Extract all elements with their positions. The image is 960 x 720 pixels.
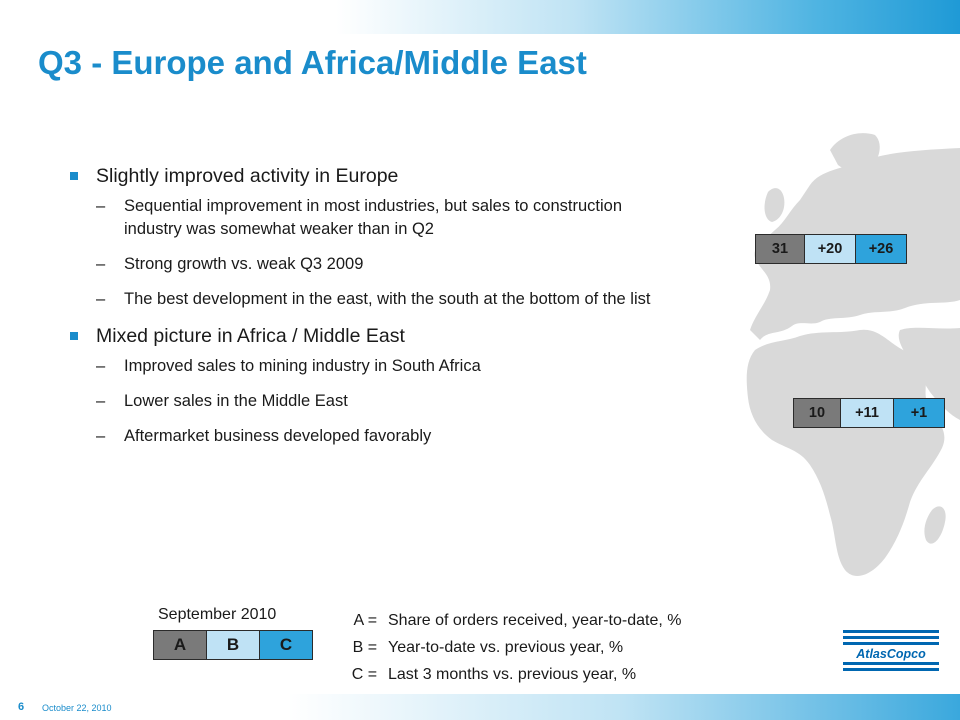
- definition-key: C =: [351, 666, 378, 683]
- slide-title: Q3 - Europe and Africa/Middle East: [38, 44, 587, 81]
- definition-text: Last 3 months vs. previous year, %: [388, 666, 637, 683]
- slide-date: October 22, 2010: [42, 703, 112, 713]
- africa-stat-c: +1: [894, 399, 944, 427]
- definition-row: A = Share of orders received, year-to-da…: [326, 610, 682, 637]
- sub-bullet-item: – Lower sales in the Middle East: [70, 390, 660, 413]
- europe-stat-box: 31 +20 +26: [755, 234, 907, 264]
- dash-marker: –: [96, 357, 106, 375]
- top-gradient-bar: [0, 0, 960, 34]
- sub-bullet-text: The best development in the east, with t…: [124, 290, 651, 308]
- africa-stat-b: +11: [841, 399, 894, 427]
- sub-bullet-text: Aftermarket business developed favorably: [124, 427, 432, 445]
- bullet-list: Slightly improved activity in Europe – S…: [70, 163, 660, 460]
- page-number: 6: [18, 701, 25, 713]
- sub-bullet-item: – Improved sales to mining industry in S…: [70, 355, 660, 378]
- sub-bullet-item: – Sequential improvement in most industr…: [70, 195, 660, 241]
- africa-landmass: [746, 329, 945, 577]
- madagascar-landmass: [924, 506, 946, 544]
- legend-box: A B C: [153, 630, 313, 660]
- middle-east-landmass: [898, 327, 960, 420]
- dash-marker: –: [96, 197, 106, 215]
- bottom-gradient-bar: [0, 694, 960, 720]
- sub-bullet-text: Strong growth vs. weak Q3 2009: [124, 255, 364, 273]
- africa-middle-east-stat-box: 10 +11 +1: [793, 398, 945, 428]
- atlas-copco-logo: AtlasCopco: [843, 630, 939, 671]
- sub-bullet-item: – Aftermarket business developed favorab…: [70, 425, 660, 448]
- africa-stat-a: 10: [794, 399, 841, 427]
- sub-bullet-item: – The best development in the east, with…: [70, 288, 660, 311]
- dash-marker: –: [96, 290, 106, 308]
- bullet-marker-icon: [70, 172, 78, 180]
- dash-marker: –: [96, 392, 106, 410]
- bullet-marker-icon: [70, 332, 78, 340]
- sub-bullet-text: Improved sales to mining industry in Sou…: [124, 357, 481, 375]
- europe-stat-c: +26: [856, 235, 906, 263]
- svg-text:AtlasCopco: AtlasCopco: [855, 647, 926, 661]
- europe-stat-b: +20: [805, 235, 856, 263]
- scandinavia-landmass: [830, 133, 880, 174]
- europe-africa-map: [746, 133, 960, 577]
- legend-definitions: A = Share of orders received, year-to-da…: [326, 610, 682, 691]
- definition-key: A =: [353, 612, 378, 629]
- legend-cell-c: C: [260, 631, 312, 659]
- definition-key: B =: [352, 639, 378, 656]
- definition-row: B = Year-to-date vs. previous year, %: [326, 637, 681, 664]
- sub-bullet-text: Sequential improvement in most industrie…: [124, 197, 622, 238]
- definition-text: Share of orders received, year-to-date, …: [388, 612, 682, 629]
- europe-stat-a: 31: [756, 235, 805, 263]
- bullet-item: Slightly improved activity in Europe: [70, 163, 660, 189]
- sub-bullet-text: Lower sales in the Middle East: [124, 392, 348, 410]
- dash-marker: –: [96, 255, 106, 273]
- definition-text: Year-to-date vs. previous year, %: [388, 639, 624, 656]
- uk-landmass: [764, 188, 785, 222]
- bullet-text: Slightly improved activity in Europe: [96, 165, 399, 187]
- legend-cell-a: A: [154, 631, 207, 659]
- bullet-text: Mixed picture in Africa / Middle East: [96, 325, 405, 347]
- definition-row: C = Last 3 months vs. previous year, %: [326, 664, 681, 691]
- legend-cell-b: B: [207, 631, 260, 659]
- dash-marker: –: [96, 427, 106, 445]
- legend-heading: September 2010: [158, 606, 277, 623]
- sub-bullet-item: – Strong growth vs. weak Q3 2009: [70, 253, 660, 276]
- bullet-item: Mixed picture in Africa / Middle East: [70, 323, 660, 349]
